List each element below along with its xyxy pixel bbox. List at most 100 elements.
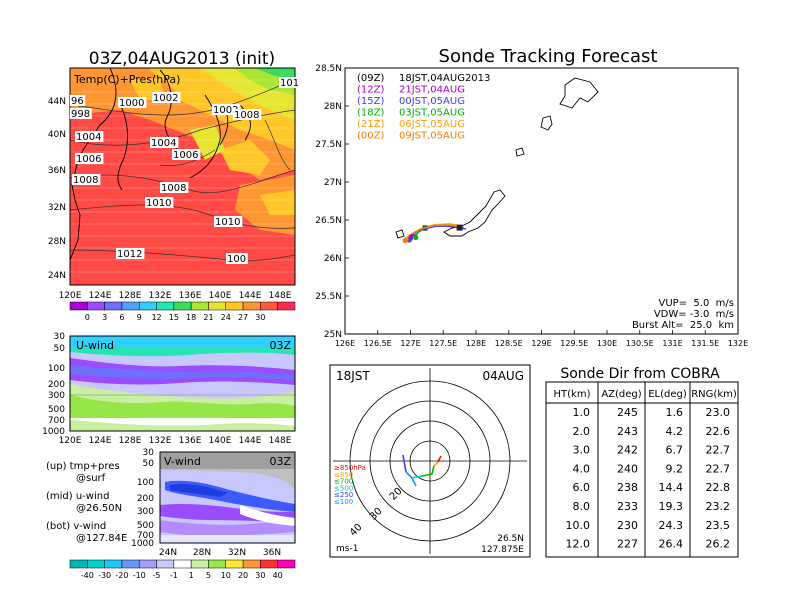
note-line2: @surf xyxy=(76,473,106,484)
colorbar-tick: 21 xyxy=(203,313,213,322)
note-line2: @127.84E xyxy=(76,533,127,544)
pressure-label: 1010 xyxy=(146,198,171,209)
cobra-cell: 3.0 xyxy=(573,444,591,457)
cobra-cell: 19.3 xyxy=(659,500,684,513)
colorbar-tick: 18 xyxy=(186,313,196,322)
cobra-cell: 240 xyxy=(617,462,638,475)
pressure-label: 1004 xyxy=(151,138,176,149)
run-label: 06JST,05AUG xyxy=(399,119,465,130)
track-lon-tick: 132E xyxy=(728,339,748,348)
track-title: Sonde Tracking Forecast xyxy=(439,46,658,67)
pressure-label-bg xyxy=(152,92,181,103)
track-lon-ticks: 126E 126.5E 127E 127.5E 128E 128.5E 129E 129.5E… xyxy=(335,330,748,348)
pressure-label: 1000 xyxy=(119,98,144,109)
cobra-cell: 22.6 xyxy=(706,425,731,438)
pressure-label-bg xyxy=(75,153,104,164)
cobra-cell: 12.0 xyxy=(566,538,591,551)
island-amami xyxy=(559,77,599,109)
track-lat-tick: 25.5N xyxy=(315,292,342,302)
vwind-x-ticks: 24N 28N 32N 36N xyxy=(159,548,281,558)
run-label: 21JST,04AUG xyxy=(399,85,465,96)
uwind-y-tick: 500 xyxy=(48,405,65,415)
colorbar-tick: 15 xyxy=(169,313,179,322)
colorbar-swatch xyxy=(242,301,261,311)
cobra-cell: 23.5 xyxy=(706,519,731,532)
cobra-cell: 26.2 xyxy=(706,538,731,551)
sonde-tracking-panel: Sonde Tracking Forecast 28.5N 28N 27.5N 27N… xyxy=(315,46,748,348)
colorbar-swatch xyxy=(173,301,192,311)
vwind-colorbar-swatch xyxy=(69,559,88,569)
map-lon-tick: 140E xyxy=(209,291,232,301)
pressure-label: 100 xyxy=(227,254,246,265)
vwind-colorbar-tick: -5 xyxy=(153,571,161,580)
vwind-colorbar-swatch xyxy=(121,559,140,569)
vwind-colorbar-tick: 20 xyxy=(238,571,248,580)
pressure-label-bg xyxy=(72,174,101,185)
cobra-cell: 238 xyxy=(617,481,638,494)
hodo-date: 04AUG xyxy=(482,369,524,383)
vwind-y-tick: 30 xyxy=(143,448,155,458)
cobra-header: RNG(km) xyxy=(691,389,737,400)
vwind-colorbar-swatch xyxy=(104,559,123,569)
temperature-map-panel: 03Z,04AUG2013 (init) xyxy=(48,49,301,322)
map-lon-tick: 132E xyxy=(149,291,172,301)
track-lon-tick: 131.5E xyxy=(691,339,719,348)
track-series-line xyxy=(404,224,465,241)
pressure-label: 1012 xyxy=(117,249,142,260)
pressure-label: 1008 xyxy=(73,175,98,186)
track-lon-tick: 128.5E xyxy=(495,339,523,348)
vwind-colorbar-tick: 5 xyxy=(206,571,211,580)
cobra-header: AZ(deg) xyxy=(601,389,641,400)
hodograph-trace xyxy=(402,454,442,487)
island-tokunoshima xyxy=(540,115,553,131)
hodo-units: ms-1 xyxy=(336,544,358,554)
vwind-colorbar-swatch xyxy=(277,559,296,569)
cobra-cell: 6.7 xyxy=(666,444,684,457)
track-lon-tick: 130.5E xyxy=(626,339,654,348)
pressure-label: 1008 xyxy=(234,110,259,121)
pressure-label-bg xyxy=(212,104,241,115)
uwind-y-tick: 50 xyxy=(54,344,66,354)
map-title: 03Z,04AUG2013 (init) xyxy=(89,49,275,69)
pressure-label-bg xyxy=(226,253,248,264)
vwind-colorbar-tick: -1 xyxy=(170,571,178,580)
track-lat-tick: 26.5N xyxy=(315,216,342,226)
map-lon-tick: 136E xyxy=(179,291,202,301)
vwind-colorbar-tick: 1 xyxy=(189,571,194,580)
island-kume xyxy=(395,229,405,239)
pressure-label-bg xyxy=(70,95,86,106)
track-lat-tick: 28.5N xyxy=(315,64,342,74)
level-legend-item: ≤100 xyxy=(334,498,353,506)
cobra-cell: 8.0 xyxy=(573,500,591,513)
hodo-time: 18JST xyxy=(336,369,370,383)
map-lat-tick: 40N xyxy=(48,130,66,140)
colorbar-swatch xyxy=(190,301,209,311)
level-legend-item: ≤500 xyxy=(334,484,353,492)
cobra-cell: 6.0 xyxy=(573,481,591,494)
level-legend-item: ≤850 xyxy=(334,471,353,479)
pressure-label-bg xyxy=(279,77,301,88)
track-lat-tick: 27.5N xyxy=(315,140,342,150)
map-lon-tick: 144E xyxy=(239,291,262,301)
colorbar-swatch xyxy=(208,301,227,311)
island-okinawa xyxy=(443,189,506,237)
colorbar-swatch xyxy=(156,301,175,311)
track-lines xyxy=(402,223,467,244)
track-lon-tick: 126E xyxy=(335,339,355,348)
cobra-table-cells: HT(km) AZ(deg) EL(deg) RNG(km) 1.0 245 1.6 23.0… xyxy=(554,389,737,551)
cobra-cell: 233 xyxy=(617,500,638,513)
uwind-x-tick: 120E xyxy=(59,436,82,446)
map-lat-tick: 28N xyxy=(48,237,66,247)
cobra-cell: 242 xyxy=(617,444,638,457)
colorbar-swatch xyxy=(225,301,244,311)
cobra-cell: 1.0 xyxy=(573,406,591,419)
cobra-header: EL(deg) xyxy=(648,389,687,400)
pressure-label-bg xyxy=(172,149,201,160)
track-param: VDW= -3.0 m/s xyxy=(654,309,734,320)
pressure-label: 998 xyxy=(71,109,90,120)
map-lon-tick: 148E xyxy=(269,291,292,301)
pressure-label-bg xyxy=(150,137,179,148)
track-lat-ticks: 28.5N 28N 27.5N 27N 26.5N 26N 25.5N 25N xyxy=(315,64,349,340)
